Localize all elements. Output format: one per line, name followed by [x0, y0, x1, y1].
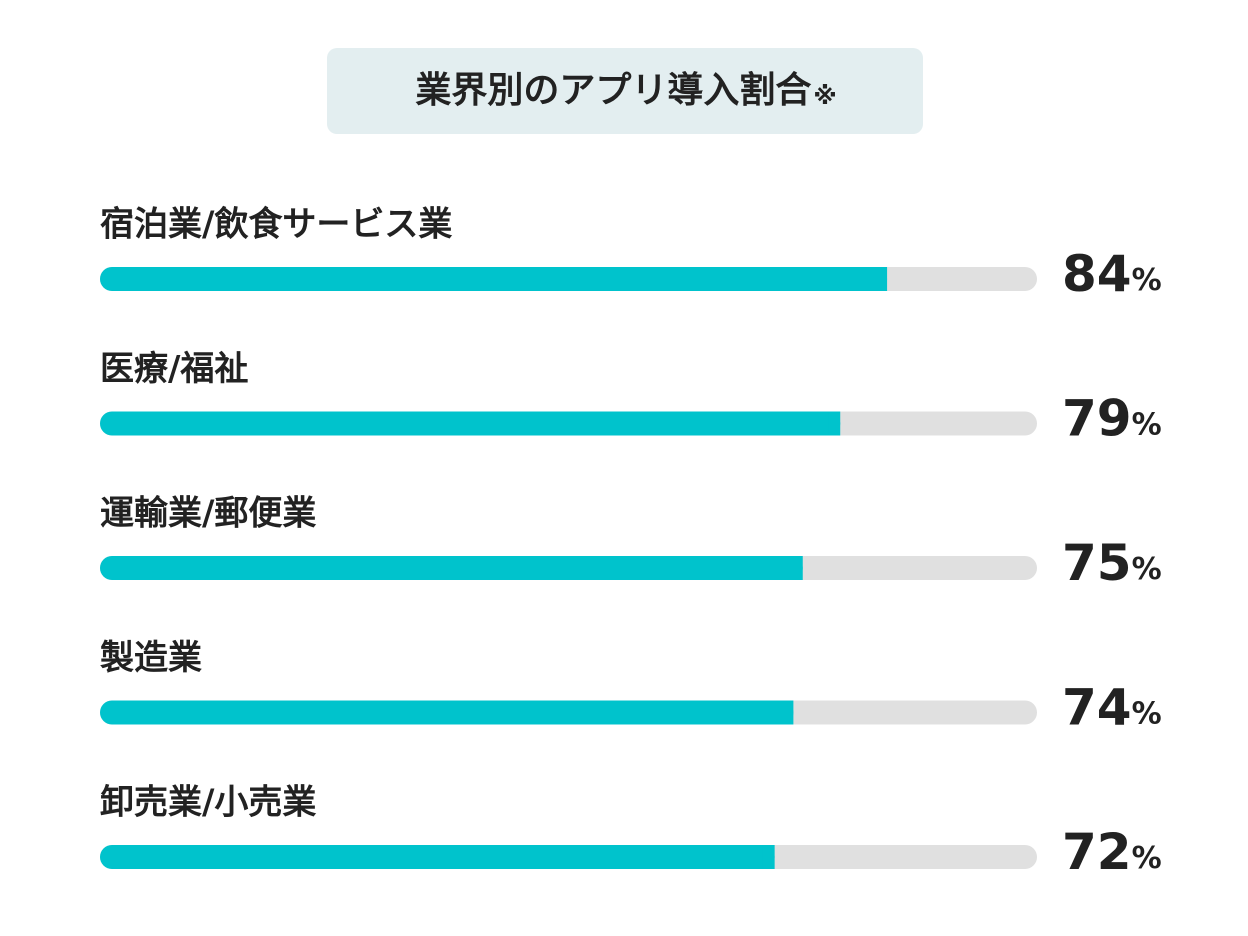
bar: [100, 267, 888, 291]
bar-end: [790, 556, 803, 580]
chart-title: 業界別のアプリ導入割合: [415, 70, 811, 111]
value-label: 72%: [1062, 823, 1162, 881]
category-label: 宿泊業/飲食サービス業: [100, 205, 452, 245]
value-label: 75%: [1062, 534, 1162, 592]
bar-end: [781, 700, 794, 725]
category-label: 運輸業/郵便業: [100, 494, 316, 534]
bar-end: [762, 845, 775, 869]
bar: [100, 556, 803, 580]
value-label: 79%: [1062, 389, 1162, 447]
value-label: 84%: [1062, 245, 1162, 303]
value-label: 74%: [1062, 678, 1162, 736]
category-label: 医療/福祉: [100, 349, 248, 389]
bar: [100, 411, 841, 436]
title-note: ※: [813, 82, 836, 110]
bar: [100, 700, 794, 725]
category-label: 卸売業/小売業: [100, 783, 316, 823]
bar-end: [828, 411, 841, 436]
bar-end: [875, 267, 888, 291]
category-label: 製造業: [100, 638, 202, 678]
bar: [100, 845, 775, 869]
title-box: [327, 48, 923, 134]
